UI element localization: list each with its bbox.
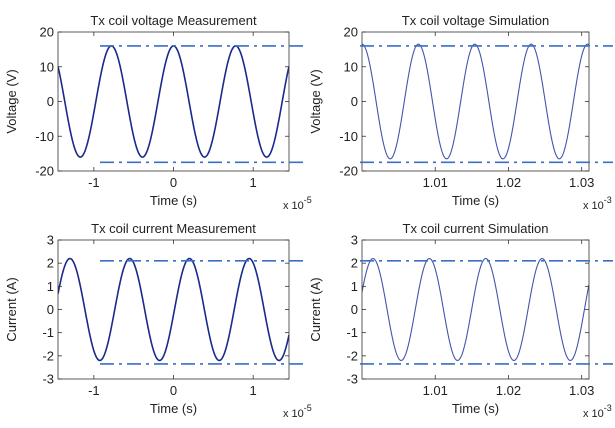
x-tick-label: 1.02 xyxy=(496,175,521,190)
x-tick-label: 1.02 xyxy=(496,383,521,398)
x-tick-label: 1.01 xyxy=(423,175,448,190)
y-tick-label: 2 xyxy=(47,256,54,271)
x-exponent-power: -5 xyxy=(304,403,312,413)
y-axis-label: Voltage (V) xyxy=(308,69,323,133)
y-tick-label: 3 xyxy=(351,233,358,248)
x-tick-label: -1 xyxy=(88,175,100,190)
x-exponent: x 10-5 xyxy=(283,195,312,212)
y-tick-label: 1 xyxy=(351,279,358,294)
x-axis-label: Time (s) xyxy=(452,401,499,416)
chart-panel-3: Tx coil current Measurement 3 2 1 0 -1 -2 -3 -1 0… xyxy=(4,221,312,420)
x-exponent-base: x 10 xyxy=(583,408,604,420)
y-tick-label: 3 xyxy=(47,233,54,248)
x-exponent: x 10-3 xyxy=(583,403,612,420)
x-tick-label: 0 xyxy=(170,383,177,398)
y-tick-label: -3 xyxy=(346,372,358,387)
y-tick-label: 0 xyxy=(351,302,358,317)
y-tick-label: -20 xyxy=(35,164,54,179)
x-axis-label: Time (s) xyxy=(150,193,197,208)
chart-title: Tx coil current Measurement xyxy=(91,221,256,236)
chart-panel-1: Tx coil voltage Measurement20100-10-20-1… xyxy=(4,13,312,212)
y-tick-label: -1 xyxy=(346,325,358,340)
y-tick-label: 20 xyxy=(344,25,358,40)
y-tick-label: -2 xyxy=(42,348,54,363)
x-exponent-power: -3 xyxy=(604,195,612,205)
x-exponent-base: x 10 xyxy=(283,408,304,420)
y-axis-label: Current (A) xyxy=(308,277,323,341)
axes-box xyxy=(57,31,290,172)
x-axis-label: Time (s) xyxy=(150,401,197,416)
y-tick-label: -10 xyxy=(339,129,358,144)
axes-box xyxy=(361,31,590,172)
y-tick-label: 0 xyxy=(351,94,358,109)
chart-title: Tx coil current Simulation xyxy=(403,221,549,236)
x-tick-label: 1 xyxy=(250,383,257,398)
x-exponent-base: x 10 xyxy=(283,200,304,212)
chart-panel-2: Tx coil voltage Simulation 20 10 0 -10 -20 1.0… xyxy=(308,13,613,212)
y-axis-label: Current (A) xyxy=(4,277,19,341)
y-tick-label: 2 xyxy=(351,256,358,271)
y-tick-label: -1 xyxy=(42,325,54,340)
chart-title: Tx coil voltage Measurement xyxy=(90,13,257,28)
y-tick-label: 0 xyxy=(47,94,54,109)
y-tick-label: -3 xyxy=(42,372,54,387)
x-exponent-power: -3 xyxy=(604,403,612,413)
y-tick-label: 20 xyxy=(40,25,54,40)
x-exponent-power: -5 xyxy=(304,195,312,205)
y-tick-label: -20 xyxy=(339,164,358,179)
y-axis-label: Voltage (V) xyxy=(4,69,19,133)
x-axis-label: Time (s) xyxy=(452,193,499,208)
x-tick-label: 1 xyxy=(250,175,257,190)
y-tick-label: 1 xyxy=(47,279,54,294)
y-tick-label: 10 xyxy=(40,59,54,74)
series-line xyxy=(58,257,289,362)
x-tick-label: 0 xyxy=(170,175,177,190)
x-tick-label: 1.03 xyxy=(569,175,594,190)
x-tick-label: 1.03 xyxy=(569,383,594,398)
series-line xyxy=(362,43,589,160)
x-exponent-base: x 10 xyxy=(583,200,604,212)
x-exponent: x 10-5 xyxy=(283,403,312,420)
x-exponent: x 10-3 xyxy=(583,195,612,212)
series-line xyxy=(58,45,289,158)
series-line xyxy=(362,257,589,362)
chart-title: Tx coil voltage Simulation xyxy=(402,13,549,28)
chart-panel-4: Tx coil current Simulation 3 2 1 0 -1 -2 -3 1.01… xyxy=(308,221,613,420)
x-tick-label: 1.01 xyxy=(423,383,448,398)
y-tick-label: 10 xyxy=(344,59,358,74)
x-tick-label: -1 xyxy=(88,383,100,398)
y-tick-label: -10 xyxy=(35,129,54,144)
y-tick-label: -2 xyxy=(346,348,358,363)
y-tick-label: 0 xyxy=(47,302,54,317)
